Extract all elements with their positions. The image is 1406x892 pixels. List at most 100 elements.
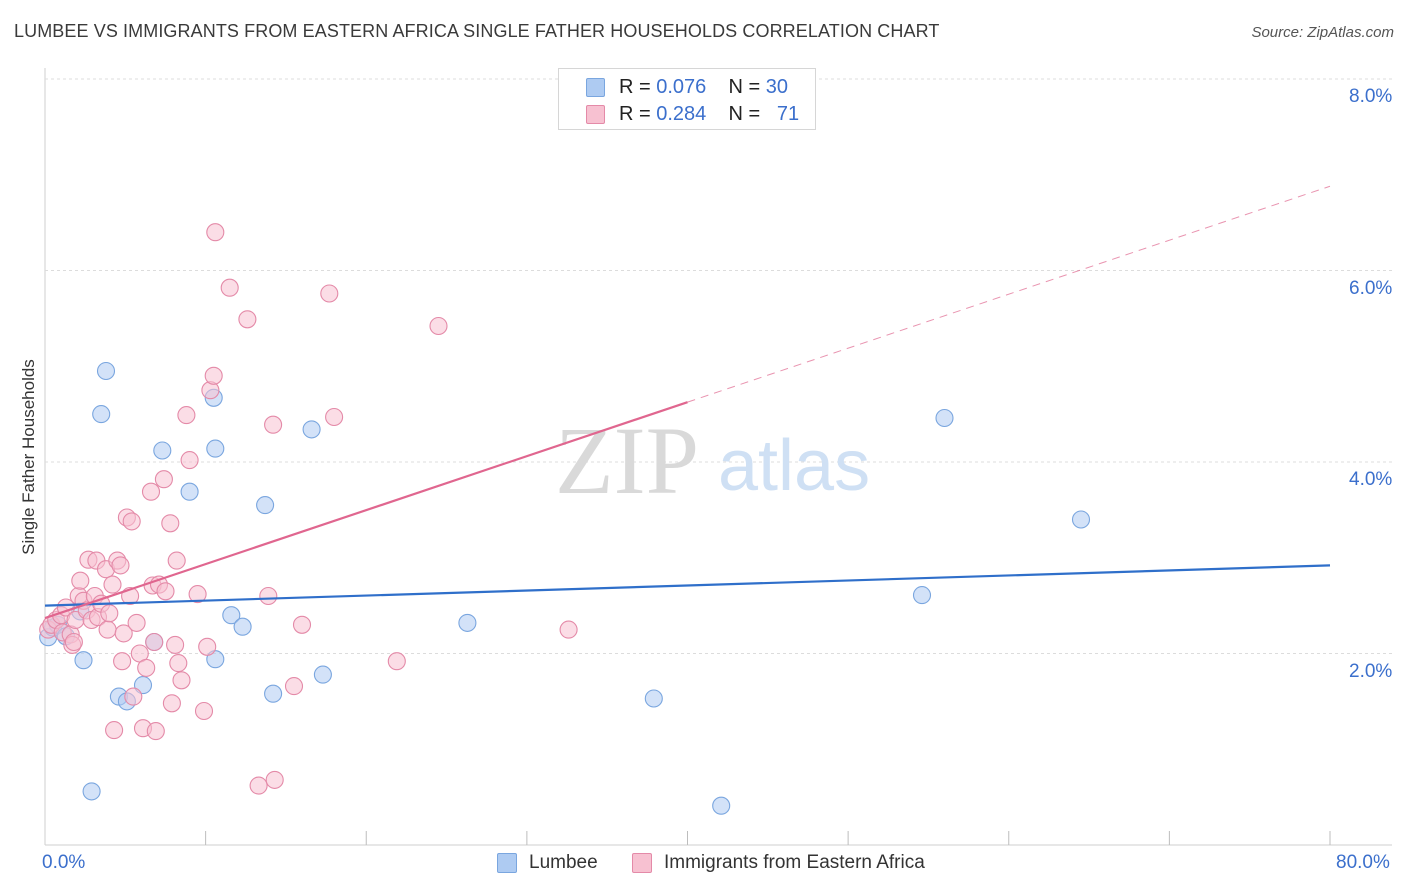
source-credit: Source: ZipAtlas.com xyxy=(1251,24,1394,41)
data-point xyxy=(169,654,188,673)
data-point xyxy=(233,617,252,636)
data-point xyxy=(92,405,111,424)
trend-lines xyxy=(44,185,1331,620)
data-point xyxy=(180,482,199,501)
y-tick-label: 2.0% xyxy=(1349,660,1393,682)
data-point xyxy=(712,796,731,815)
data-point xyxy=(124,687,143,706)
data-point xyxy=(122,512,141,531)
data-point xyxy=(206,223,225,242)
data-point xyxy=(206,439,225,458)
series-legend: Lumbee Immigrants from Eastern Africa xyxy=(0,852,1406,878)
data-point xyxy=(145,632,164,652)
data-point xyxy=(133,676,153,695)
legend-n-value: 30 xyxy=(765,76,789,98)
data-point xyxy=(249,776,268,795)
data-point xyxy=(194,701,214,721)
data-point xyxy=(74,651,93,670)
data-point xyxy=(559,620,578,639)
data-point xyxy=(82,782,101,801)
series-legend-eastern-africa[interactable]: Immigrants from Eastern Africa xyxy=(632,852,925,874)
data-point xyxy=(114,624,133,643)
correlation-legend: R = 0.076 N = 30 R = 0.284 N = 71 xyxy=(558,68,816,130)
data-point xyxy=(96,361,116,381)
data-point xyxy=(64,632,83,652)
legend-r-value: 0.076 xyxy=(656,76,707,98)
series-legend-label: Lumbee xyxy=(529,852,598,873)
series-legend-lumbee[interactable]: Lumbee xyxy=(497,852,598,874)
data-point xyxy=(220,278,239,297)
data-point xyxy=(153,441,172,460)
legend-r-label: R = xyxy=(619,76,651,98)
legend-swatch-eastern-africa xyxy=(586,105,605,124)
trend-line-solid xyxy=(44,564,1331,607)
data-point xyxy=(912,586,932,605)
legend-n-label: N = xyxy=(728,76,761,98)
legend-swatch-lumbee xyxy=(586,78,605,97)
data-point xyxy=(154,470,173,489)
data-point xyxy=(1071,510,1091,529)
data-point xyxy=(256,496,275,515)
y-tick-label: 4.0% xyxy=(1349,469,1393,490)
data-point xyxy=(238,310,257,329)
series-legend-swatch-eastern-africa xyxy=(632,853,652,873)
watermark-atlas: atlas xyxy=(718,426,870,506)
data-point xyxy=(141,482,161,501)
data-point xyxy=(127,613,146,632)
data-point xyxy=(935,408,954,428)
data-point xyxy=(387,652,406,671)
chart-title: LUMBEE VS IMMIGRANTS FROM EASTERN AFRICA… xyxy=(14,21,940,41)
data-point xyxy=(644,689,663,708)
watermark: ZIP atlas xyxy=(555,407,870,514)
data-point xyxy=(105,721,124,740)
data-point xyxy=(172,671,191,690)
data-point xyxy=(167,551,186,570)
data-point xyxy=(100,604,119,623)
data-point xyxy=(161,514,180,533)
data-point xyxy=(320,284,339,303)
trend-line-solid xyxy=(44,401,688,620)
legend-r-value: 0.284 xyxy=(656,103,707,125)
data-point xyxy=(177,406,196,425)
watermark-zip: ZIP xyxy=(555,407,699,514)
data-point xyxy=(198,637,217,656)
x-axis-ticks xyxy=(205,831,1331,845)
data-point xyxy=(111,556,130,575)
data-point xyxy=(458,613,477,632)
y-tick-label: 6.0% xyxy=(1349,277,1393,299)
series-eastern-africa-points xyxy=(39,223,578,795)
data-point xyxy=(98,620,117,639)
data-point xyxy=(313,665,332,684)
data-point xyxy=(222,606,241,625)
data-point xyxy=(162,694,181,713)
data-point xyxy=(292,615,312,634)
series-legend-swatch-lumbee xyxy=(497,853,517,873)
legend-r-label: R = xyxy=(619,103,651,125)
x-axis-max-label: 80.0% xyxy=(1336,852,1390,873)
data-point xyxy=(180,451,199,470)
y-axis-title: Single Father Households xyxy=(19,359,38,555)
legend-n-value: 71 xyxy=(776,103,800,125)
data-point xyxy=(259,586,278,606)
data-point xyxy=(156,582,175,601)
data-point xyxy=(265,770,284,789)
data-point xyxy=(204,366,223,385)
trend-line-dashed xyxy=(687,185,1331,403)
x-axis-min-label: 0.0% xyxy=(42,852,86,873)
y-tick-label: 8.0% xyxy=(1349,86,1393,107)
series-legend-label: Immigrants from Eastern Africa xyxy=(664,852,925,873)
data-point xyxy=(264,684,283,703)
data-point xyxy=(71,571,90,590)
data-point xyxy=(188,585,207,604)
data-point xyxy=(302,420,321,439)
data-point xyxy=(264,415,283,434)
data-point xyxy=(146,722,165,741)
legend-n-label: N = xyxy=(728,103,761,125)
data-point xyxy=(103,575,122,594)
data-point xyxy=(137,658,156,677)
data-point xyxy=(284,677,304,696)
data-point xyxy=(166,635,185,654)
data-point xyxy=(429,316,448,336)
data-point xyxy=(325,407,344,427)
